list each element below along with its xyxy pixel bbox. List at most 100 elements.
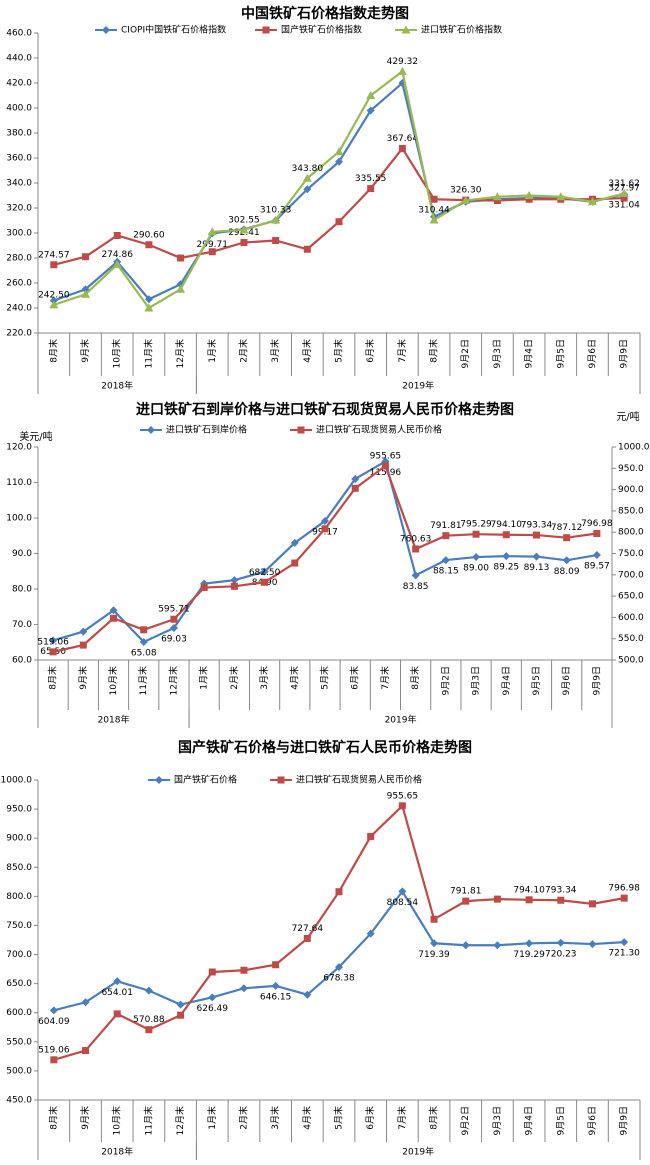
data-label: 682.50 [249,568,281,578]
x-tick-label: 9月2日 [440,666,451,695]
data-label: 326.30 [450,186,482,196]
data-label: 678.38 [323,974,355,984]
series-line [53,80,625,302]
y-tick-label: 600.0 [6,1008,32,1018]
marker [140,626,148,634]
marker [177,254,185,262]
marker [113,232,121,239]
marker [176,1000,185,1009]
data-label: 88.15 [433,567,459,577]
x-tick-label: 9月9日 [619,1106,630,1135]
marker [200,584,208,592]
data-label: 89.13 [524,563,550,573]
y-tick-label: 60.0 [12,656,32,666]
x-tick-label: 11月末 [137,666,149,695]
x-tick-label: 11月末 [142,339,154,368]
y-tick-label: 360.0 [6,154,32,164]
y-tick-label: 380.0 [6,129,32,139]
data-label: 787.12 [551,523,583,533]
marker [81,998,90,1007]
marker [169,623,178,632]
x-tick-label: 8月末 [409,666,421,690]
data-label: 519.06 [37,637,69,647]
marker [588,940,597,949]
y-tick-label: 300.0 [6,229,32,239]
marker [351,484,359,492]
y-tick-label: 70.0 [12,620,32,630]
marker [290,538,299,547]
y-tick-label: 700.0 [6,950,32,960]
data-label: 99.17 [312,527,338,537]
data-label: 89.25 [493,563,519,573]
marker [303,185,312,194]
x-tick-label: 12月末 [167,666,179,695]
x-tick-label: 9月4日 [501,666,512,695]
y-tick-label: 800.0 [6,892,32,902]
data-label: 274.57 [38,250,70,260]
marker [430,939,439,948]
marker [461,941,470,950]
y-tick-label: 320.0 [6,204,32,214]
data-label: 595.71 [158,605,190,615]
y2-tick-label: 550.0 [618,634,644,644]
marker [335,218,343,226]
chart-title: 国产铁矿石价格与进口铁矿石人民币价格走势图 [178,739,472,756]
marker [240,238,248,246]
marker [367,832,375,840]
data-label: 795.29 [460,520,492,530]
marker [230,582,238,590]
series-line [52,459,598,644]
x-tick-label: 9月5日 [555,1106,566,1135]
y2-axis-title: 元/吨 [616,410,639,423]
y-tick-label: 650.0 [6,979,32,989]
x-tick-label: 8月末 [47,1106,59,1130]
marker [619,188,629,197]
marker [563,534,571,542]
marker [207,227,217,236]
y-tick-label: 440.0 [6,54,32,64]
marker [303,934,311,942]
data-label: 604.09 [38,1017,70,1027]
marker [557,896,565,904]
marker [260,567,269,576]
data-label: 955.65 [370,451,402,461]
y2-tick-label: 850.0 [618,506,644,516]
marker [334,147,344,156]
marker [139,637,148,646]
marker [620,894,628,902]
data-label: 719.29 [513,950,545,960]
x-tick-label: 9月3日 [492,1106,503,1135]
marker [303,245,311,253]
x-tick-label: 9月6日 [561,666,572,695]
y2-tick-label: 750.0 [618,549,644,559]
data-label: 242.50 [38,290,70,300]
data-label: 794.10 [491,520,523,530]
legend-marker [297,426,305,434]
marker [556,192,566,201]
marker [239,225,249,234]
marker [49,300,59,309]
x-tick-label: 9月5日 [555,339,566,368]
marker [240,966,248,974]
y-tick-label: 900.0 [6,834,32,844]
x-tick-label: 10月末 [107,666,119,695]
marker [321,516,329,525]
marker [593,529,601,537]
data-label: 793.34 [545,886,577,896]
marker [592,551,601,560]
x-tick-label: 9月4日 [524,339,535,368]
marker [271,981,280,990]
marker [366,929,375,938]
marker [441,556,450,565]
data-label: 331.04 [608,201,640,211]
legend-marker [147,426,155,434]
marker [587,197,597,206]
data-label: 793.34 [521,521,553,531]
marker [398,887,407,896]
series-line [52,464,598,653]
group-label: 2019年 [402,1146,434,1158]
data-label: 290.60 [133,230,165,240]
data-label: 796.98 [608,884,640,894]
legend-label: 进口铁矿石现货贸易人民币价格 [316,424,442,436]
